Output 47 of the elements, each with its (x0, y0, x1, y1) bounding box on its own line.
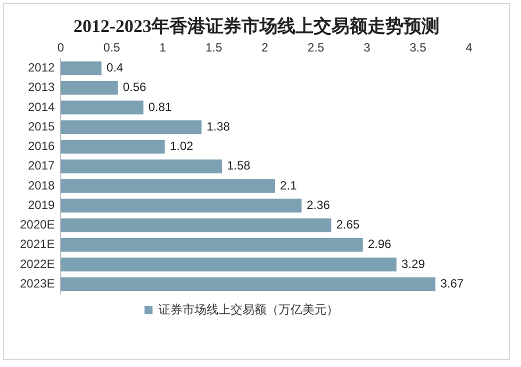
data-label: 0.81 (148, 100, 172, 114)
legend-label: 证券市场线上交易额（万亿美元） (158, 302, 338, 316)
y-tick-label: 2014 (28, 100, 56, 114)
data-label: 2.96 (368, 237, 392, 252)
bar (60, 179, 276, 193)
y-tick-label: 2016 (28, 139, 56, 154)
data-label: 3.67 (440, 276, 464, 290)
chart-title: 2012-2023年香港证券市场线上交易额走势预测 (72, 15, 440, 38)
data-label: 0.4 (106, 60, 124, 75)
y-tick-label: 2023E (20, 276, 55, 290)
x-tick-label: 1.5 (205, 40, 222, 55)
data-label: 1.38 (206, 119, 230, 134)
y-tick-label: 2019 (28, 198, 56, 212)
y-tick-label: 2017 (28, 158, 56, 173)
data-label: 1.02 (170, 139, 194, 154)
data-label: 2.1 (280, 178, 298, 192)
bar (60, 120, 202, 134)
bar (60, 218, 332, 232)
data-label: 2.65 (336, 218, 360, 232)
data-label: 2.36 (306, 198, 330, 212)
bar (60, 160, 222, 174)
x-tick-label: 2 (262, 40, 269, 55)
bar (60, 80, 118, 95)
bar (60, 100, 144, 114)
x-tick-label: 2.5 (308, 40, 325, 55)
y-tick-label: 2013 (28, 80, 56, 94)
data-label: 0.56 (122, 80, 147, 94)
y-tick-label: 2020E (20, 218, 55, 232)
bar (60, 277, 436, 292)
bar (60, 198, 302, 213)
x-tick-label: 0.5 (103, 40, 120, 55)
x-tick-label: 3.5 (410, 40, 427, 55)
y-tick-label: 2018 (28, 178, 56, 192)
bar (60, 140, 165, 154)
bar (60, 238, 363, 252)
y-tick-label: 2022E (20, 256, 55, 271)
y-tick-label: 2021E (20, 237, 55, 252)
x-tick-label: 0 (57, 40, 64, 55)
data-label: 1.58 (226, 158, 251, 173)
bar (60, 61, 102, 76)
data-label: 3.29 (402, 256, 426, 271)
bar (60, 258, 397, 272)
x-tick-label: 1 (159, 40, 166, 55)
x-tick-label: 4 (466, 40, 473, 55)
x-tick-label: 3 (364, 40, 371, 55)
y-tick-label: 2015 (28, 119, 56, 134)
y-tick-label: 2012 (28, 60, 56, 75)
